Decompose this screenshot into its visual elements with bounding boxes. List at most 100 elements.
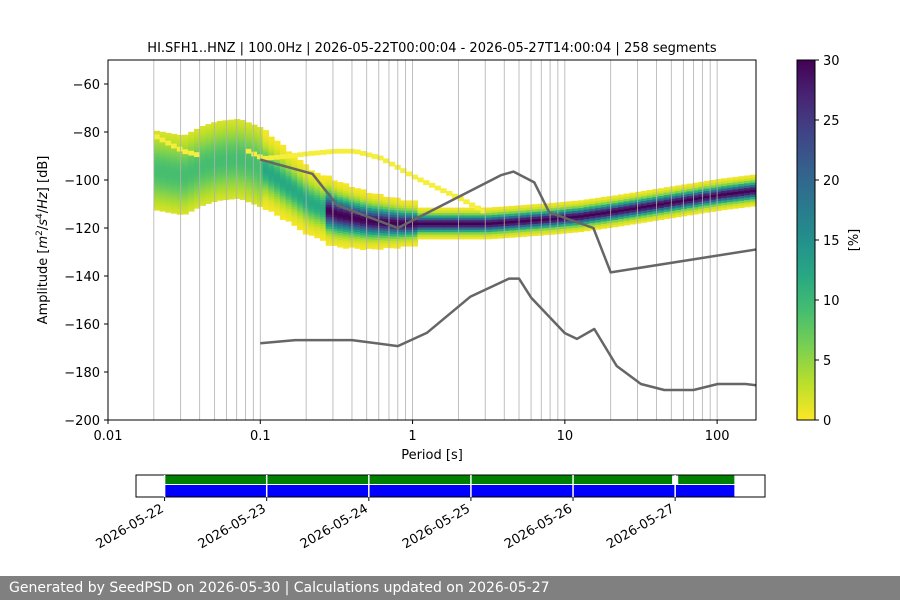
heatmap-cell [463, 207, 470, 211]
heatmap-cell [331, 204, 338, 208]
heatmap-cell [497, 235, 504, 239]
heatmap-cell [274, 210, 281, 214]
heatmap-cell [388, 238, 396, 242]
heatmap-cell [325, 226, 332, 229]
heatmap-cell [337, 213, 344, 217]
heatmap-cell [423, 234, 430, 237]
heatmap-cell [239, 160, 247, 164]
heatmap-cell [165, 147, 172, 151]
heatmap-cell [388, 228, 396, 232]
heatmap-cell [417, 234, 424, 237]
heatmap-cell [560, 201, 567, 205]
heatmap-cell [577, 209, 585, 213]
heatmap-cell [669, 198, 676, 202]
heatmap-cell [320, 180, 327, 184]
heatmap-cell [308, 151, 315, 156]
heatmap-cell [153, 145, 161, 149]
heatmap-cell [635, 211, 642, 214]
heatmap-cell [188, 182, 195, 186]
heatmap-cell [205, 191, 212, 195]
heatmap-cell [354, 217, 361, 220]
heatmap-cell [640, 198, 648, 202]
heatmap-cell [474, 229, 481, 233]
heatmap-cell [520, 207, 527, 211]
heatmap-cell [440, 214, 447, 218]
heatmap-cell [153, 200, 161, 204]
heatmap-cell [234, 150, 241, 154]
heatmap-cell [514, 210, 522, 214]
heatmap-cell [360, 196, 367, 200]
heatmap-cell [194, 200, 201, 204]
heatmap-cell [342, 216, 350, 220]
heatmap-cell [342, 214, 350, 218]
heatmap-cell [474, 224, 481, 228]
heatmap-cell [491, 228, 499, 232]
heatmap-cell [457, 219, 464, 223]
heatmap-cell [509, 215, 516, 219]
heatmap-cell [279, 166, 287, 170]
heatmap-cell [205, 148, 212, 152]
heatmap-cell [400, 212, 407, 216]
heatmap-cell [686, 198, 693, 201]
heatmap-cell [279, 207, 287, 211]
heatmap-cell [635, 206, 642, 210]
heatmap-cell [262, 137, 269, 141]
heatmap-cell [491, 214, 499, 218]
heatmap-cell [595, 224, 602, 228]
heatmap-cell [383, 228, 390, 232]
heatmap-cell [279, 188, 287, 192]
heatmap-cell [176, 139, 184, 143]
heatmap-cell [698, 203, 705, 207]
heatmap-cell [434, 234, 441, 237]
heatmap-cell [199, 147, 206, 151]
heatmap-cell [600, 223, 608, 227]
heatmap-cell [703, 195, 711, 199]
heatmap-cell [623, 205, 630, 209]
heatmap-cell [239, 196, 247, 200]
heatmap-cell [640, 195, 648, 199]
heatmap-cell [153, 162, 161, 165]
heatmap-cell [600, 221, 608, 224]
heatmap-cell [686, 195, 693, 199]
heatmap-cell [474, 222, 481, 225]
heatmap-cell [549, 219, 556, 223]
heatmap-cell [360, 191, 367, 195]
heatmap-cell [400, 241, 407, 245]
heatmap-cell [308, 182, 315, 186]
heatmap-cell [663, 211, 671, 215]
heatmap-cell [342, 202, 350, 206]
heatmap-cell [194, 186, 201, 190]
heatmap-cell [153, 178, 161, 182]
heatmap-cell [182, 163, 189, 167]
heatmap-cell [205, 157, 212, 161]
heatmap-cell [159, 141, 166, 145]
heatmap-cell [663, 206, 671, 210]
heatmap-cell [497, 225, 504, 229]
heatmap-cell [486, 233, 493, 237]
heatmap-cell [377, 206, 384, 209]
heatmap-cell [194, 128, 201, 132]
heatmap-cell [291, 222, 298, 226]
heatmap-cell [663, 187, 671, 191]
heatmap-cell [646, 209, 653, 213]
timeline-tick-label: 2026-05-22 [94, 501, 167, 552]
noise-model-nlnm [260, 277, 756, 392]
heatmap-cell [228, 129, 235, 133]
heatmap-cell [646, 211, 653, 215]
heatmap-cell [228, 153, 235, 157]
heatmap-cell [572, 224, 579, 228]
heatmap-cell [721, 187, 728, 191]
heatmap-cell [159, 201, 166, 205]
heatmap-cell [572, 229, 579, 233]
heatmap-cell [526, 214, 533, 218]
heatmap-cell [549, 229, 556, 233]
heatmap-cell [153, 171, 161, 175]
heatmap-cell [726, 199, 734, 203]
heatmap-cell [365, 231, 373, 235]
heatmap-cell [320, 221, 327, 224]
heatmap-cell [342, 200, 350, 204]
heatmap-cell [509, 225, 516, 229]
heatmap-cell [205, 133, 212, 137]
heatmap-cell [251, 167, 258, 171]
heatmap-cell [222, 165, 229, 169]
